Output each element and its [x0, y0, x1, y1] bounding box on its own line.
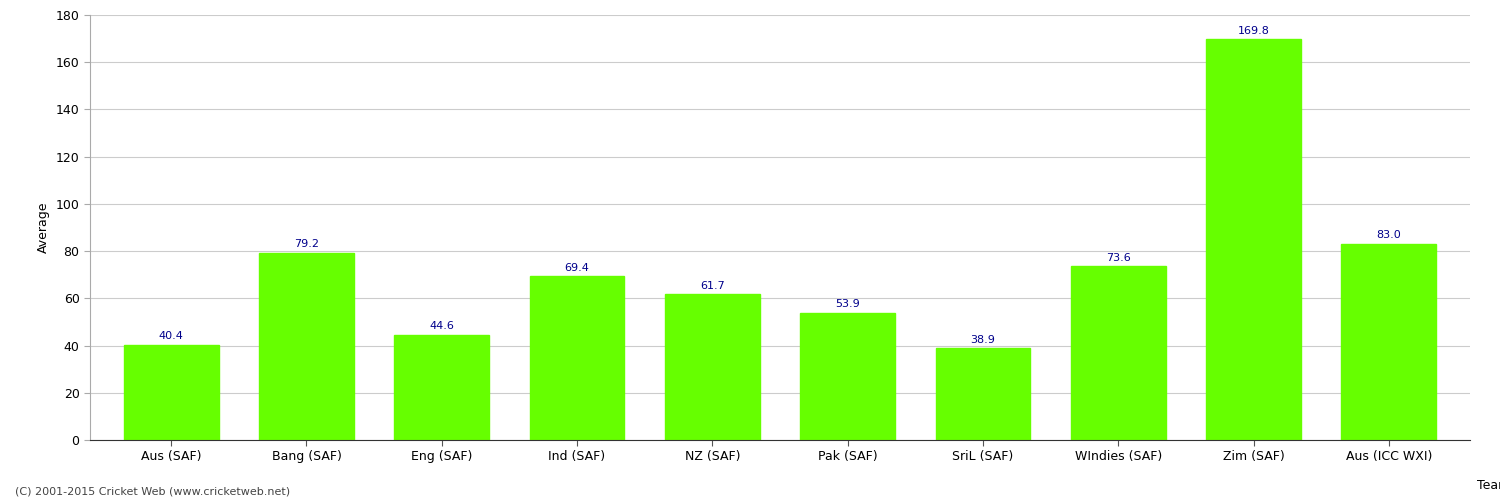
Bar	[530, 276, 624, 440]
Text: 44.6: 44.6	[429, 321, 454, 331]
Text: 83.0: 83.0	[1377, 230, 1401, 240]
Bar	[260, 253, 354, 440]
Bar	[1206, 39, 1300, 440]
Text: (C) 2001-2015 Cricket Web (www.cricketweb.net): (C) 2001-2015 Cricket Web (www.cricketwe…	[15, 487, 290, 497]
Text: 40.4: 40.4	[159, 331, 183, 341]
Text: 73.6: 73.6	[1106, 252, 1131, 262]
Text: Team: Team	[1478, 479, 1500, 492]
Y-axis label: Average: Average	[38, 202, 50, 253]
Bar	[1071, 266, 1166, 440]
Text: 53.9: 53.9	[836, 299, 860, 309]
Bar	[801, 312, 895, 440]
Text: 38.9: 38.9	[970, 334, 996, 344]
Text: 79.2: 79.2	[294, 240, 320, 250]
Text: 69.4: 69.4	[564, 262, 590, 272]
Bar	[664, 294, 759, 440]
Bar	[1341, 244, 1436, 440]
Bar	[124, 344, 219, 440]
Text: 169.8: 169.8	[1238, 26, 1269, 36]
Text: 61.7: 61.7	[700, 281, 724, 291]
Bar	[394, 334, 489, 440]
Bar	[936, 348, 1030, 440]
